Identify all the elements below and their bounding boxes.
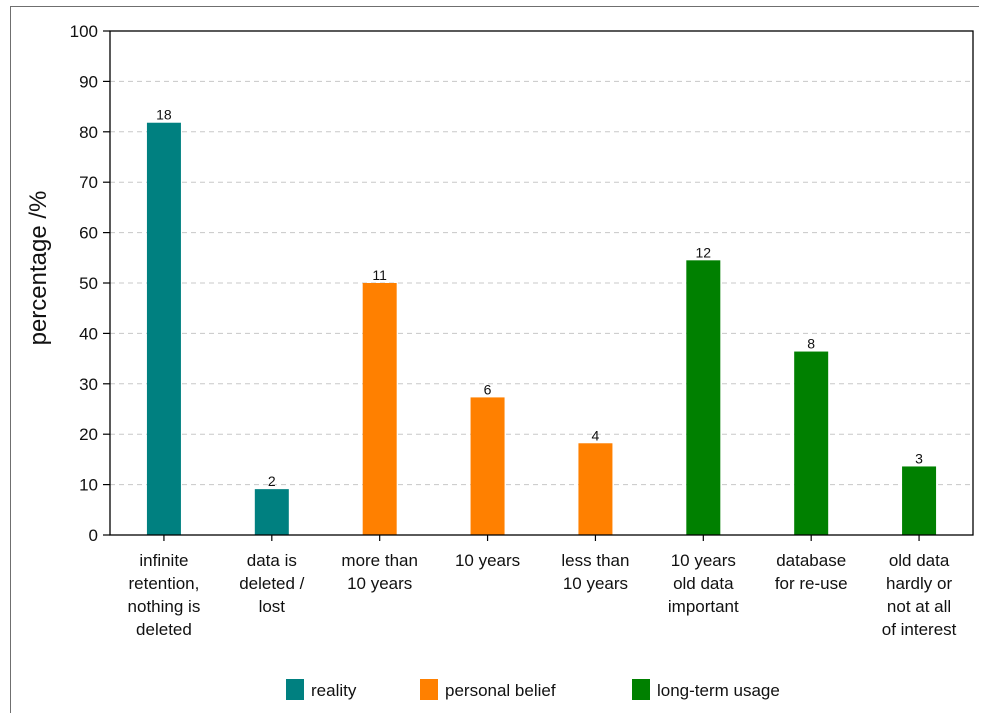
legend-swatch	[420, 679, 438, 700]
plot-border	[109, 30, 974, 536]
y-tick-label: 50	[79, 274, 98, 293]
legend-swatch	[286, 679, 304, 700]
x-tick-label: more than 10 years	[341, 551, 418, 593]
bar	[686, 260, 721, 535]
bar-data-label: 12	[696, 244, 712, 260]
legend-swatch	[632, 679, 650, 700]
figure-frame	[10, 6, 979, 713]
legend-label: reality	[311, 681, 357, 700]
x-tick-label: 10 years old data important	[668, 551, 739, 616]
bar-data-label: 11	[372, 267, 387, 283]
y-tick-label: 60	[79, 224, 98, 243]
x-tick-label: 10 years	[455, 551, 520, 570]
bar	[254, 489, 289, 535]
bar-data-label: 18	[156, 107, 172, 123]
bar-data-label: 2	[268, 473, 276, 489]
bar-data-label: 6	[484, 381, 492, 397]
grid-lines	[110, 80, 973, 486]
y-tick-label: 70	[79, 173, 98, 192]
x-tick-label: database for re-use	[775, 551, 848, 593]
bar-data-label: 8	[807, 336, 815, 352]
x-tick-label: data is deleted / lost	[239, 551, 304, 616]
bar	[794, 351, 829, 535]
legend-label: long-term usage	[657, 681, 780, 700]
bar	[902, 466, 937, 535]
legend-label: personal belief	[445, 681, 556, 700]
y-tick-label: 40	[79, 324, 98, 343]
bar	[578, 443, 613, 535]
y-tick-label: 80	[79, 123, 98, 142]
y-axis-label: percentage /%	[25, 191, 52, 346]
y-tick-label: 30	[79, 375, 98, 394]
bar	[470, 397, 505, 535]
y-tick-label: 100	[70, 22, 98, 41]
bar-data-label: 4	[592, 427, 600, 443]
x-tick-label: less than 10 years	[561, 551, 629, 593]
bar	[362, 283, 397, 535]
y-tick-label: 10	[79, 476, 98, 495]
bar	[146, 122, 181, 535]
y-tick-label: 90	[79, 72, 98, 91]
bars: 18 2 11 6 4 12 8 3	[146, 107, 937, 535]
bar-data-label: 3	[915, 450, 923, 466]
y-tick-label: 0	[89, 526, 98, 545]
y-tick-label: 20	[79, 425, 98, 444]
axes: 0 10 20 30 40 50 60 70 80 90 100 infinite retention,…	[70, 22, 974, 639]
legend: reality personal belief long-term usage	[286, 679, 780, 700]
x-tick-label: infinite retention, nothing is deleted	[128, 551, 201, 639]
x-tick-label: old data hardly or not at all of interest	[882, 551, 957, 639]
